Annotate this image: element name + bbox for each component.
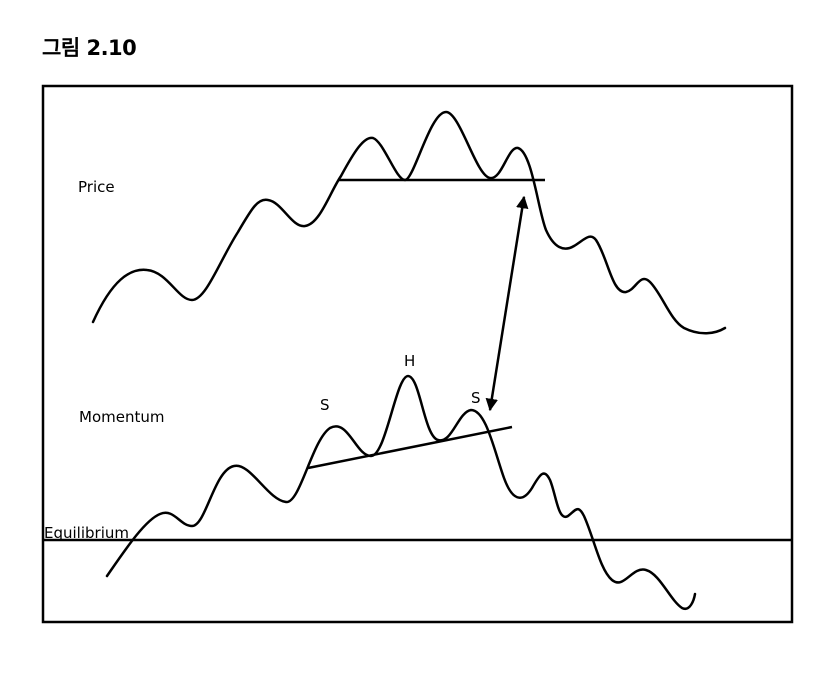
diagram-frame	[41, 84, 794, 624]
equilibrium-label: Equilibrium	[44, 524, 129, 542]
price-curve	[91, 110, 727, 335]
divergence-arrow	[485, 195, 529, 412]
figure-title: 그림 2.10	[42, 36, 137, 60]
head-label: H	[404, 352, 415, 370]
momentum-curve	[105, 374, 697, 611]
right-shoulder-label: S	[471, 389, 481, 407]
momentum-label: Momentum	[79, 408, 164, 426]
momentum-neckline	[307, 425, 513, 470]
left-shoulder-label: S	[320, 396, 330, 414]
price-label: Price	[78, 178, 115, 196]
